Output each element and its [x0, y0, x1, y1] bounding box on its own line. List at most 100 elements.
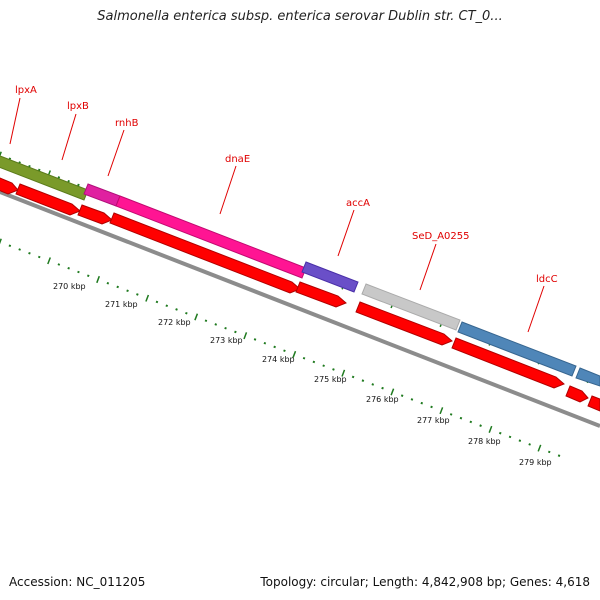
label-leader-dnaE — [219, 165, 237, 215]
minor-tick — [459, 416, 463, 420]
minor-tick — [498, 431, 502, 435]
minor-tick — [116, 285, 120, 289]
gene-bar-unnamed[interactable] — [575, 367, 600, 387]
cds-arrow[interactable] — [355, 301, 453, 346]
minor-tick — [37, 255, 41, 259]
minor-tick — [351, 375, 355, 379]
minor-tick — [165, 304, 169, 308]
kbp-label: 273 kbp — [210, 336, 243, 345]
major-tick — [292, 350, 297, 358]
topology-summary: Topology: circular; Length: 4,842,908 bp… — [260, 575, 590, 589]
gene-bar-SeD_A0255[interactable] — [361, 283, 461, 331]
major-tick — [96, 275, 101, 284]
major-tick — [243, 332, 248, 340]
minor-tick — [528, 443, 531, 446]
minor-tick — [77, 270, 80, 274]
minor-tick — [214, 323, 218, 326]
gene-bar-dnaE[interactable] — [115, 195, 307, 279]
kbp-tick-track — [0, 238, 561, 457]
minor-tick — [508, 435, 512, 439]
cds-arrow[interactable] — [77, 204, 113, 225]
minor-tick — [430, 405, 433, 409]
minor-tick — [204, 319, 208, 322]
kbp-label: 279 kbp — [519, 458, 552, 467]
minor-tick — [57, 263, 61, 266]
gene-label-accA[interactable]: accA — [346, 198, 370, 209]
gene-bar-lpxB[interactable] — [83, 183, 121, 207]
label-leader-lpxB — [61, 113, 77, 161]
kbp-label: 275 kbp — [314, 375, 347, 384]
backbone-line — [0, 190, 600, 428]
accession-text: Accession: NC_011205 — [9, 575, 146, 589]
label-leader-SeD_A0255 — [419, 243, 437, 291]
minor-tick — [469, 420, 473, 424]
gene-label-dnaE[interactable]: dnaE — [225, 154, 250, 165]
minor-tick — [175, 308, 178, 311]
gene-label-rnhB[interactable]: rnhB — [115, 118, 139, 129]
major-tick — [194, 313, 199, 321]
kbp-label: 278 kbp — [468, 437, 501, 446]
kbp-label: 271 kbp — [105, 300, 138, 309]
kbp-label: 277 kbp — [417, 416, 450, 425]
major-tick — [145, 294, 150, 302]
minor-tick — [126, 289, 129, 293]
minor-tick — [185, 311, 188, 315]
gene-bar-lpxA[interactable] — [0, 154, 89, 201]
minor-tick — [253, 338, 257, 341]
minor-tick — [86, 274, 90, 278]
minor-tick — [18, 248, 21, 251]
major-tick — [0, 151, 2, 158]
label-leader-rnhB — [107, 129, 125, 177]
minor-tick — [302, 356, 306, 360]
cds-arrow[interactable] — [295, 281, 347, 308]
map-title: Salmonella enterica subsp. enterica sero… — [97, 9, 503, 24]
gene-label-ldcC[interactable]: ldcC — [536, 274, 558, 285]
minor-tick — [322, 364, 325, 367]
major-tick — [537, 444, 542, 452]
minor-tick — [234, 330, 237, 334]
gene-label-SeD_A0255[interactable]: SeD_A0255 — [412, 231, 470, 242]
cds-arrow[interactable] — [0, 176, 19, 195]
major-tick — [390, 388, 395, 396]
cds-arrow[interactable] — [565, 385, 589, 403]
kbp-label: 270 kbp — [53, 282, 86, 291]
major-tick — [488, 425, 493, 433]
major-tick — [439, 407, 444, 415]
gene-label-lpxA[interactable]: lpxA — [15, 85, 37, 96]
minor-tick — [518, 439, 522, 442]
major-tick — [47, 257, 52, 265]
cds-arrow[interactable] — [109, 212, 301, 294]
major-tick — [0, 238, 2, 245]
minor-tick — [361, 379, 365, 382]
cds-arrow[interactable] — [15, 183, 81, 216]
minor-tick — [263, 341, 267, 345]
minor-tick — [400, 394, 404, 397]
label-leader-ldcC — [527, 285, 545, 333]
cds-arrow[interactable] — [587, 395, 600, 412]
minor-tick — [371, 383, 375, 386]
minor-tick — [479, 424, 482, 427]
minor-tick — [312, 360, 316, 364]
cds-arrow[interactable] — [451, 337, 565, 389]
minor-tick — [57, 176, 61, 179]
minor-tick — [410, 398, 414, 401]
minor-tick — [67, 266, 70, 270]
label-leader-lpxA — [9, 97, 21, 145]
minor-tick — [77, 183, 80, 187]
major-tick — [341, 369, 346, 377]
label-leader-accA — [337, 209, 355, 257]
gene-label-lpxB[interactable]: lpxB — [67, 101, 89, 112]
kbp-label: 274 kbp — [262, 355, 295, 364]
minor-tick — [381, 386, 384, 390]
minor-tick — [106, 281, 110, 285]
gene-bar-ldcC[interactable] — [457, 321, 577, 377]
gene-bar-accA[interactable] — [301, 261, 359, 293]
minor-tick — [557, 454, 561, 457]
kbp-label: 272 kbp — [158, 318, 191, 327]
minor-tick — [67, 179, 70, 183]
kbp-label: 276 kbp — [366, 395, 399, 404]
minor-tick — [420, 401, 424, 405]
minor-tick — [8, 244, 12, 248]
